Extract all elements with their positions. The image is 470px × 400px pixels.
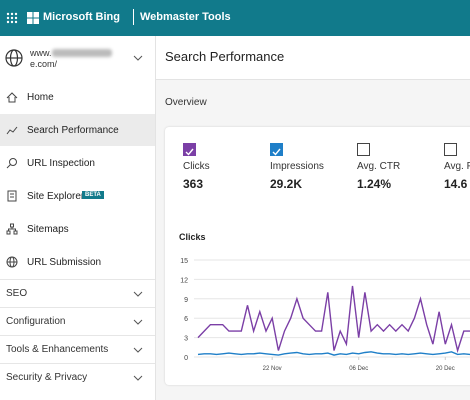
- metric-value: 14.6: [444, 177, 468, 191]
- site-url[interactable]: e.com/: [30, 59, 58, 69]
- nav-group[interactable]: Security & Privacy: [0, 363, 155, 391]
- chevron: [133, 347, 143, 353]
- checkbox[interactable]: [270, 143, 283, 156]
- card: [165, 127, 470, 385]
- section-title: Overview: [165, 97, 207, 108]
- check: [185, 148, 194, 156]
- metric-label: Avg. CTR: [357, 161, 401, 172]
- brand: Microsoft Bing: [43, 11, 120, 23]
- page-title: Search Performance: [165, 49, 285, 64]
- checkbox[interactable]: [444, 143, 457, 156]
- metric-value: 1.24%: [357, 177, 392, 191]
- metric-label: Avg. Po: [444, 161, 470, 172]
- nav-item[interactable]: URL Submission: [0, 246, 155, 278]
- y-tick-label: 3: [184, 336, 188, 343]
- sidebar: www. e.com/ Home Search Performance URL In…: [0, 36, 156, 400]
- chevron[interactable]: [133, 55, 143, 61]
- nav-icon: [6, 223, 18, 235]
- metric-label: Clicks: [183, 161, 210, 172]
- series-line: [197, 351, 470, 356]
- nav-item[interactable]: Sitemaps: [0, 213, 155, 245]
- y-tick-label: 6: [184, 316, 188, 323]
- x-tick-label: 06 Dec: [349, 366, 368, 372]
- check: [272, 148, 281, 156]
- redacted: [52, 49, 112, 57]
- y-tick-label: 15: [180, 258, 188, 265]
- app-launcher[interactable]: [6, 12, 18, 24]
- nav-icon: [6, 158, 17, 169]
- nav-icon: [7, 190, 17, 202]
- nav-label: URL Inspection: [27, 157, 95, 169]
- series-line: [197, 285, 470, 354]
- metric-value: 29.2K: [270, 177, 303, 191]
- x-tick-label: 22 Nov: [263, 366, 282, 372]
- chart-title: Clicks: [179, 232, 206, 242]
- nav-label: Site Explorer: [27, 190, 85, 202]
- x-tick-label: 20 Dec: [436, 366, 455, 372]
- group-label: SEO: [6, 288, 28, 299]
- nav-group[interactable]: Tools & Enhancements: [0, 335, 155, 363]
- y-tick-label: 12: [180, 277, 188, 284]
- y-tick-label: 9: [184, 297, 188, 304]
- page-header: Search Performance: [156, 36, 470, 80]
- nav-label: Home: [27, 91, 54, 103]
- y-tick-label: 0: [184, 355, 188, 362]
- group-label: Configuration: [6, 316, 66, 327]
- chevron: [133, 319, 143, 325]
- metric-value: 363: [183, 177, 204, 191]
- nav-label: URL Submission: [27, 256, 102, 268]
- nav-item[interactable]: URL Inspection: [0, 147, 155, 179]
- nav-label: Sitemaps: [27, 223, 69, 235]
- top-bar: Microsoft Bing Webmaster Tools: [0, 0, 470, 36]
- nav-item[interactable]: Search Performance: [0, 114, 155, 146]
- badge: BETA: [82, 191, 104, 199]
- divider: [133, 9, 134, 25]
- nav-item[interactable]: Home: [0, 81, 155, 113]
- nav-group[interactable]: Configuration: [0, 307, 155, 335]
- checkbox[interactable]: [183, 143, 196, 156]
- chevron: [133, 375, 143, 381]
- metric-label: Impressions: [270, 161, 324, 172]
- checkbox[interactable]: [357, 143, 370, 156]
- nav-icon: [6, 256, 18, 268]
- product: Webmaster Tools: [140, 11, 231, 23]
- nav-label: Search Performance: [27, 124, 119, 136]
- nav-icon: [6, 92, 18, 103]
- nav-icon: [6, 126, 18, 135]
- group-label: Security & Privacy: [6, 372, 88, 383]
- logo: [27, 12, 39, 24]
- globe-icon: [5, 49, 23, 67]
- site-url[interactable]: www.: [30, 48, 52, 58]
- nav-item[interactable]: Site Explorer BETA: [0, 180, 155, 212]
- group-label: Tools & Enhancements: [6, 344, 109, 355]
- chevron: [133, 291, 143, 297]
- nav-group[interactable]: SEO: [0, 279, 155, 307]
